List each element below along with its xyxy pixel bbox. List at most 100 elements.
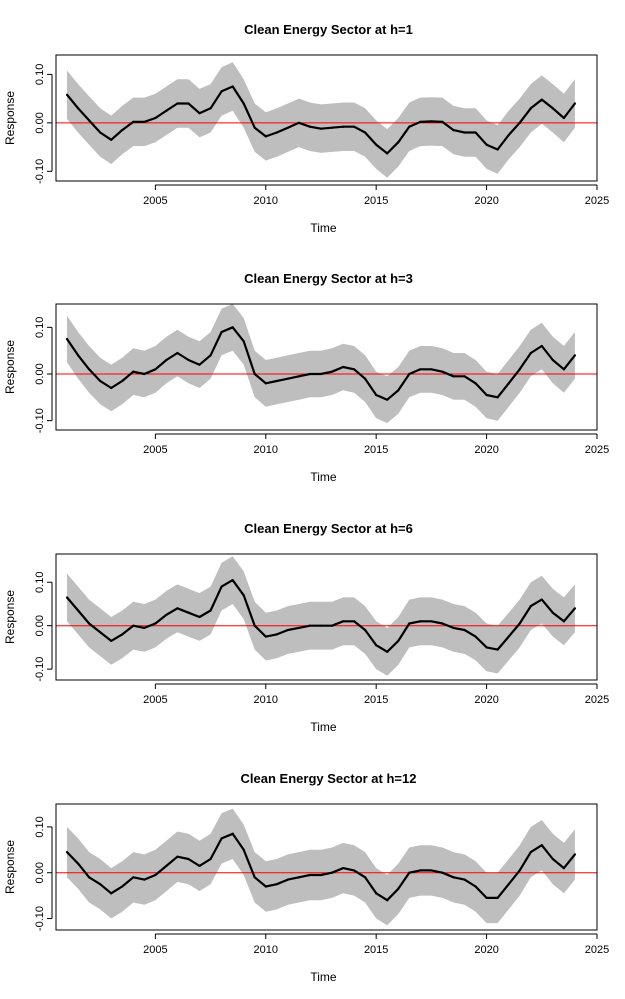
response-point: [187, 611, 190, 614]
response-point: [220, 90, 223, 93]
response-point: [165, 864, 168, 867]
response-point: [364, 131, 367, 134]
chart-title: Clean Energy Sector at h=6: [244, 521, 413, 536]
response-point: [297, 121, 300, 124]
response-point: [88, 876, 91, 879]
chart-panel-1: Clean Energy Sector at h=1 2005 2010 2015 20…: [3, 22, 609, 235]
response-point: [452, 375, 455, 378]
response-point: [441, 120, 444, 123]
response-point: [253, 624, 256, 627]
plot-frame: [55, 303, 598, 431]
response-point: [474, 635, 477, 638]
response-point: [297, 876, 300, 879]
response-point: [496, 648, 499, 651]
response-point: [319, 127, 323, 130]
response-point: [121, 633, 124, 636]
response-point: [330, 871, 334, 874]
response-point: [496, 896, 499, 900]
response-point: [507, 883, 510, 886]
response-point: [76, 354, 80, 357]
response-point: [242, 340, 245, 343]
response-point: [319, 873, 323, 877]
response-point: [110, 138, 113, 141]
response-point: [485, 896, 488, 900]
x-tick-label: 2015: [364, 944, 388, 956]
x-tick-label: 2005: [143, 195, 167, 207]
response-point: [408, 871, 411, 874]
response-point: [99, 131, 102, 134]
response-point: [375, 644, 378, 647]
response-point: [430, 120, 433, 123]
x-tick-label: 2025: [585, 195, 609, 207]
response-point: [275, 131, 278, 134]
response-point: [143, 120, 146, 123]
response-point: [397, 887, 400, 890]
y-tick-label: 0.00: [34, 615, 46, 636]
chart-panel-3: Clean Energy Sector at h=6 2005 2010 2015 20…: [3, 521, 609, 734]
response-point: [65, 596, 69, 599]
response-point: [573, 354, 577, 357]
response-point: [562, 620, 565, 623]
response-point: [99, 379, 102, 383]
response-point: [209, 107, 212, 110]
response-point: [132, 624, 135, 627]
response-point: [198, 615, 201, 619]
y-axis-label: Response: [3, 91, 17, 145]
response-point: [231, 326, 234, 329]
response-point: [242, 848, 245, 851]
response-point: [209, 609, 212, 612]
response-point: [540, 344, 543, 348]
y-tick-label: 0.10: [34, 64, 46, 85]
x-tick-label: 2015: [364, 444, 388, 456]
response-point: [507, 133, 510, 137]
response-point: [264, 135, 267, 138]
response-point: [485, 646, 488, 649]
response-point: [220, 585, 223, 588]
response-point: [198, 112, 201, 115]
response-point: [231, 832, 234, 835]
response-point: [319, 624, 323, 627]
response-point: [518, 869, 521, 872]
response-point: [176, 351, 179, 355]
response-point: [187, 857, 190, 861]
response-point: [485, 393, 488, 397]
response-point: [154, 873, 157, 877]
response-point: [353, 368, 356, 371]
response-point: [551, 358, 554, 362]
response-point: [231, 85, 234, 88]
response-point: [275, 633, 278, 636]
response-point: [441, 871, 444, 874]
y-tick-label: -0.10: [34, 906, 46, 931]
response-point: [496, 148, 499, 151]
response-point: [430, 368, 433, 371]
response-point: [397, 389, 400, 392]
response-point: [253, 372, 256, 376]
response-point: [220, 837, 223, 840]
response-point: [507, 635, 510, 638]
response-point: [187, 358, 190, 362]
response-point: [286, 377, 289, 380]
response-point: [353, 125, 356, 128]
response-point: [430, 869, 433, 872]
x-tick-label: 2025: [585, 694, 609, 706]
response-point: [408, 372, 411, 376]
confidence-band: [67, 556, 575, 676]
response-point: [386, 650, 389, 653]
response-point: [308, 372, 312, 376]
response-point: [308, 873, 312, 877]
confidence-band: [67, 62, 575, 178]
y-axis-label: Response: [3, 590, 17, 644]
response-point: [132, 370, 135, 373]
response-point: [330, 624, 334, 627]
chart-title: Clean Energy Sector at h=1: [244, 22, 413, 37]
plot-frame: [55, 803, 598, 931]
response-point: [176, 607, 179, 610]
response-point: [88, 119, 91, 122]
response-point: [132, 876, 135, 879]
response-point: [364, 876, 367, 879]
response-point: [364, 377, 367, 380]
chart-title: Clean Energy Sector at h=12: [241, 771, 417, 786]
y-tick-label: -0.10: [34, 159, 46, 184]
response-point: [419, 620, 422, 623]
x-tick-label: 2005: [143, 694, 167, 706]
